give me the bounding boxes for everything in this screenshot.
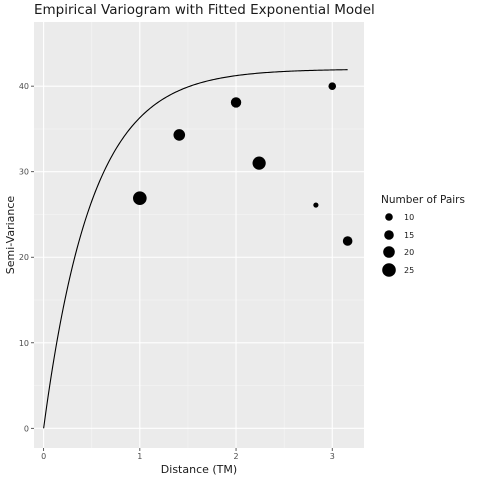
y-axis: 0 10 20 30 40 [19, 82, 34, 433]
x-tick-label: 3 [330, 452, 335, 461]
legend: Number of Pairs 10 15 20 25 [381, 194, 465, 277]
y-tick-label: 40 [19, 82, 29, 91]
y-tick-label: 30 [19, 168, 29, 177]
legend-key [385, 213, 393, 221]
grid-lines [34, 22, 364, 448]
y-axis-title: Semi-Variance [4, 196, 17, 275]
legend-label: 20 [404, 248, 414, 257]
plot-panel [34, 22, 364, 448]
legend-key [384, 230, 394, 240]
data-point [252, 156, 266, 170]
chart-title: Empirical Variogram with Fitted Exponent… [34, 2, 375, 18]
x-tick-label: 2 [233, 452, 238, 461]
legend-label: 15 [404, 231, 414, 240]
x-tick-label: 1 [137, 452, 142, 461]
data-point [313, 202, 319, 208]
x-axis: 0 1 2 3 [41, 448, 335, 461]
model-layer [43, 69, 348, 429]
y-tick-label: 10 [19, 339, 29, 348]
legend-key [383, 246, 395, 258]
y-tick-label: 0 [24, 424, 29, 433]
y-tick-label: 20 [19, 253, 29, 262]
legend-key [382, 263, 396, 277]
legend-label: 10 [404, 213, 414, 222]
data-point [328, 82, 337, 90]
x-tick-label: 0 [41, 452, 46, 461]
x-axis-title: Distance (TM) [161, 463, 237, 476]
legend-title: Number of Pairs [381, 194, 465, 206]
legend-label: 25 [404, 266, 414, 275]
data-point [133, 191, 147, 206]
points-layer [133, 82, 353, 246]
model-line [43, 69, 348, 429]
data-point [230, 97, 242, 108]
data-point [342, 236, 353, 246]
data-point [173, 129, 186, 141]
